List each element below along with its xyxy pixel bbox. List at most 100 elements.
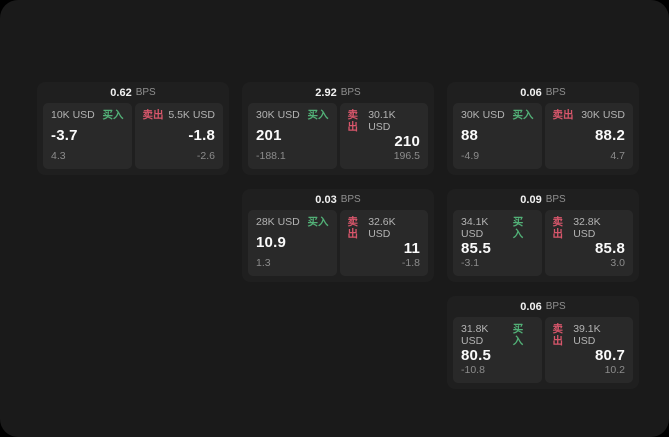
buy-label: 买入 [102, 109, 124, 121]
buy-panel-header: 30K USD 买入 [461, 109, 534, 121]
buy-size: 28K USD [256, 216, 300, 228]
sell-sub-value: 196.5 [393, 150, 420, 162]
bps-value: 0.06 [520, 86, 542, 99]
sell-label: 卖出 [142, 109, 164, 121]
sell-size: 5.5K USD [168, 109, 215, 121]
buy-price: 85.5 [461, 240, 491, 257]
buy-size: 34.1K USD [461, 216, 489, 240]
quote-card: 0.06 BPS 31.8K USD 买入 80.5 -10.8 卖出 39.1… [447, 296, 639, 389]
buy-size: 10K USD [51, 109, 95, 121]
sell-size: 32.6K USD [368, 216, 396, 240]
bps-unit-label: BPS [545, 194, 566, 205]
buy-size: 30K USD [256, 109, 300, 121]
quote-card: 0.06 BPS 30K USD 买入 88 -4.9 卖出 30K USD [447, 82, 639, 175]
sell-panel[interactable]: 卖出 32.8K USD 85.8 3.0 [544, 210, 633, 276]
buy-sub-value: 1.3 [256, 257, 271, 269]
buy-label: 买入 [512, 216, 524, 240]
sell-panel[interactable]: 卖出 30.1K USD 210 196.5 [339, 103, 428, 169]
sell-panel-header: 卖出 5.5K USD [143, 109, 216, 121]
bps-unit-label: BPS [135, 87, 156, 98]
quote-card: 0.09 BPS 34.1K USD 买入 85.5 -3.1 卖出 32.8K… [447, 189, 639, 282]
card-body: 31.8K USD 买入 80.5 -10.8 卖出 39.1K USD 80.… [447, 317, 639, 389]
bps-unit-label: BPS [545, 301, 566, 312]
buy-size: 30K USD [461, 109, 505, 121]
buy-label: 买入 [307, 216, 329, 228]
quote-card: 0.62 BPS 10K USD 买入 -3.7 4.3 卖出 5.5K USD [37, 82, 229, 175]
sell-panel[interactable]: 卖出 5.5K USD -1.8 -2.6 [134, 103, 223, 169]
sell-panel[interactable]: 卖出 30K USD 88.2 4.7 [544, 103, 633, 169]
sell-label: 卖出 [552, 109, 574, 121]
sell-sub-value: 3.0 [610, 257, 625, 269]
sell-sub-value: 10.2 [604, 364, 625, 376]
sell-price: 88.2 [595, 127, 625, 144]
sell-panel-header: 卖出 32.8K USD [553, 216, 626, 240]
sell-label: 卖出 [347, 216, 359, 240]
buy-sub-value: -188.1 [256, 150, 286, 162]
bps-value: 0.03 [315, 193, 337, 206]
card-header: 0.03 BPS [242, 189, 434, 210]
card-body: 34.1K USD 买入 85.5 -3.1 卖出 32.8K USD 85.8… [447, 210, 639, 282]
buy-sub-value: -4.9 [461, 150, 480, 162]
buy-price: 80.5 [461, 347, 491, 364]
buy-label: 买入 [307, 109, 329, 121]
buy-panel[interactable]: 31.8K USD 买入 80.5 -10.8 [453, 317, 542, 383]
buy-panel[interactable]: 34.1K USD 买入 85.5 -3.1 [453, 210, 542, 276]
card-body: 10K USD 买入 -3.7 4.3 卖出 5.5K USD -1.8 -2.… [37, 103, 229, 175]
card-header: 0.06 BPS [447, 296, 639, 317]
quote-grid: 0.62 BPS 10K USD 买入 -3.7 4.3 卖出 5.5K USD [37, 82, 639, 389]
bps-value: 0.06 [520, 300, 542, 313]
card-header: 0.09 BPS [447, 189, 639, 210]
sell-sub-value: -1.8 [401, 257, 420, 269]
bps-unit-label: BPS [340, 87, 361, 98]
buy-panel[interactable]: 28K USD 买入 10.9 1.3 [248, 210, 337, 276]
buy-label: 买入 [512, 323, 524, 347]
buy-sub-value: -3.1 [461, 257, 480, 269]
sell-sub-value: 4.7 [610, 150, 625, 162]
sell-price: -1.8 [188, 127, 215, 144]
buy-panel-header: 10K USD 买入 [51, 109, 124, 121]
buy-panel-header: 28K USD 买入 [256, 216, 329, 228]
sell-size: 39.1K USD [573, 323, 601, 347]
sell-size: 30K USD [581, 109, 625, 121]
card-header: 2.92 BPS [242, 82, 434, 103]
sell-label: 卖出 [552, 216, 564, 240]
buy-panel-header: 34.1K USD 买入 [461, 216, 534, 240]
sell-size: 30.1K USD [368, 109, 396, 133]
buy-label: 买入 [512, 109, 534, 121]
card-body: 28K USD 买入 10.9 1.3 卖出 32.6K USD 11 -1.8 [242, 210, 434, 282]
buy-panel-header: 30K USD 买入 [256, 109, 329, 121]
buy-sub-value: 4.3 [51, 150, 66, 162]
sell-panel-header: 卖出 30K USD [553, 109, 626, 121]
buy-size: 31.8K USD [461, 323, 489, 347]
bps-unit-label: BPS [545, 87, 566, 98]
sell-panel[interactable]: 卖出 39.1K USD 80.7 10.2 [544, 317, 633, 383]
buy-panel-header: 31.8K USD 买入 [461, 323, 534, 347]
bps-unit-label: BPS [340, 194, 361, 205]
sell-panel-header: 卖出 39.1K USD [553, 323, 626, 347]
sell-sub-value: -2.6 [196, 150, 215, 162]
buy-panel[interactable]: 30K USD 买入 201 -188.1 [248, 103, 337, 169]
sell-label: 卖出 [552, 323, 564, 347]
buy-panel[interactable]: 30K USD 买入 88 -4.9 [453, 103, 542, 169]
card-header: 0.62 BPS [37, 82, 229, 103]
card-header: 0.06 BPS [447, 82, 639, 103]
buy-price: 10.9 [256, 234, 286, 251]
buy-price: 201 [256, 127, 282, 144]
sell-panel-header: 卖出 32.6K USD [348, 216, 421, 240]
buy-panel[interactable]: 10K USD 买入 -3.7 4.3 [43, 103, 132, 169]
buy-price: 88 [461, 127, 479, 144]
buy-sub-value: -10.8 [461, 364, 485, 376]
sell-label: 卖出 [347, 109, 359, 133]
quote-card: 0.03 BPS 28K USD 买入 10.9 1.3 卖出 32.6K US… [242, 189, 434, 282]
sell-price: 80.7 [595, 347, 625, 364]
sell-price: 85.8 [595, 240, 625, 257]
sell-price: 11 [403, 240, 420, 257]
buy-price: -3.7 [51, 127, 78, 144]
sell-panel-header: 卖出 30.1K USD [348, 109, 421, 133]
card-body: 30K USD 买入 88 -4.9 卖出 30K USD 88.2 4.7 [447, 103, 639, 175]
bps-value: 0.62 [110, 86, 132, 99]
bps-value: 0.09 [520, 193, 542, 206]
bps-value: 2.92 [315, 86, 337, 99]
sell-panel[interactable]: 卖出 32.6K USD 11 -1.8 [339, 210, 428, 276]
